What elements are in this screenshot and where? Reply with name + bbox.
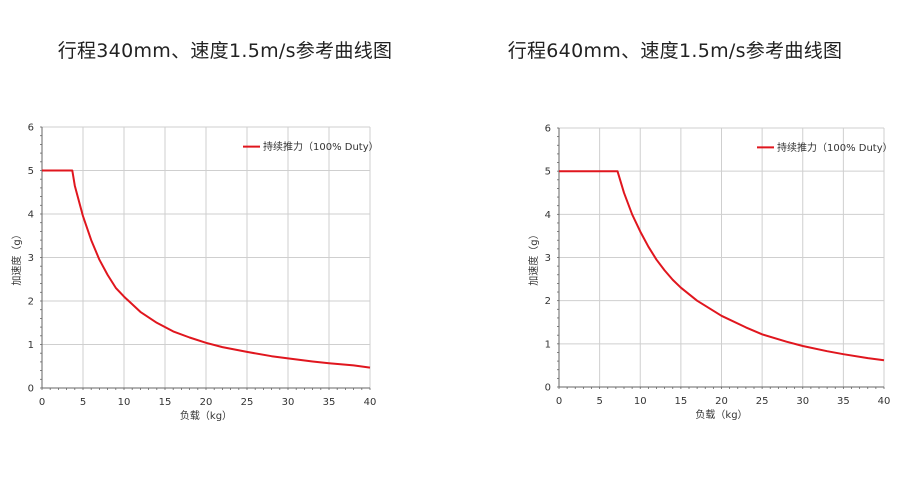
grid (42, 126, 371, 388)
x-tick-label: 5 (596, 396, 602, 407)
y-tick-label: 4 (28, 210, 34, 221)
chart-title: 行程640mm、速度1.5m/s参考曲线图 (507, 40, 843, 62)
chart-panel-right: 行程640mm、速度1.5m/s参考曲线图 0 5 10 15 20 25 30 35 40 0 1… (450, 0, 900, 480)
y-tick-label: 1 (28, 340, 34, 351)
series-line (42, 169, 371, 369)
x-tick-label: 40 (878, 396, 891, 407)
x-tick-label: 25 (756, 396, 769, 407)
x-tick-label: 15 (159, 397, 172, 408)
y-tick-label: 1 (545, 339, 551, 350)
x-tick-label: 20 (715, 396, 728, 407)
x-tick-label: 10 (118, 397, 131, 408)
x-tick-label: 40 (364, 397, 377, 408)
x-axis-label: 负载（kg） (695, 408, 747, 421)
x-tick-label: 15 (675, 396, 688, 407)
x-axis-label: 负载（kg） (180, 409, 232, 422)
series-line (559, 170, 885, 362)
y-tick-label: 3 (545, 253, 551, 264)
x-tick-label: 35 (837, 396, 850, 407)
y-tick-label: 3 (28, 253, 34, 264)
chart-plot: 0 5 10 15 20 25 30 35 40 0 1 2 3 4 5 6 负载（kg） 加速度（g） 持续推力（… (527, 124, 893, 422)
y-axis-label: 加速度（g） (10, 229, 23, 285)
y-tick-label: 2 (545, 296, 551, 307)
x-tick-label: 25 (241, 397, 254, 408)
y-tick-label: 6 (545, 124, 551, 135)
x-tick-label: 20 (200, 397, 213, 408)
y-tick-label: 6 (28, 123, 34, 134)
y-axis-label: 加速度（g） (527, 229, 540, 285)
chart-panel-left: 行程340mm、速度1.5m/s参考曲线图 0 5 10 15 20 25 30 35 40 0 1… (10, 40, 393, 423)
x-tick-label: 35 (323, 397, 336, 408)
x-tick-label: 0 (556, 396, 562, 407)
x-tick-label: 30 (282, 397, 295, 408)
x-tick-label: 5 (80, 397, 86, 408)
legend-label: 持续推力（100% Duty） (777, 141, 893, 154)
y-tick-label: 4 (545, 210, 551, 221)
chart-plot: 0 5 10 15 20 25 30 35 40 0 1 2 3 4 5 6 负载（kg） 加速度（g） 持续推力（… (10, 123, 379, 423)
x-tick-label: 10 (634, 396, 647, 407)
y-tick-label: 5 (28, 166, 34, 177)
x-tick-label: 0 (39, 397, 45, 408)
y-tick-label: 5 (545, 167, 551, 178)
legend-label: 持续推力（100% Duty） (263, 140, 379, 153)
chart-title: 行程340mm、速度1.5m/s参考曲线图 (57, 40, 393, 62)
grid (559, 127, 885, 387)
y-tick-label: 0 (28, 384, 34, 395)
y-tick-label: 0 (545, 383, 551, 394)
x-tick-label: 30 (796, 396, 809, 407)
y-tick-label: 2 (28, 297, 34, 308)
